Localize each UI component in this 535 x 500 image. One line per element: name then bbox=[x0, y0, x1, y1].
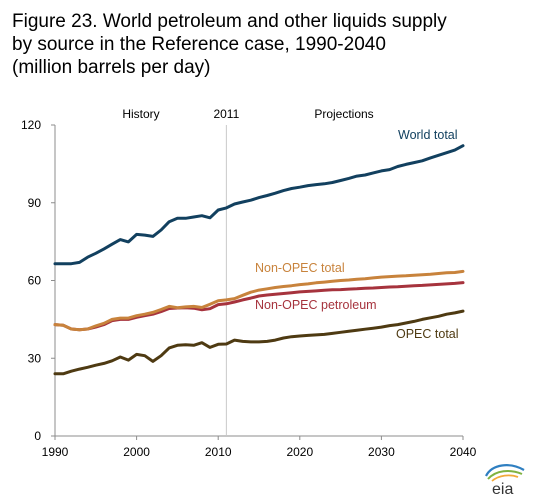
y-tick-label: 90 bbox=[28, 196, 42, 210]
x-tick-label: 2010 bbox=[205, 445, 232, 459]
history-projection-divider: 2011 History Projections bbox=[122, 107, 374, 436]
eia-logo-text: eia bbox=[492, 481, 513, 496]
y-tick-label: 60 bbox=[28, 274, 42, 288]
chart-title-line-1: Figure 23. World petroleum and other liq… bbox=[12, 11, 447, 32]
series-line-opec-total bbox=[53, 309, 465, 376]
x-tick-label: 2030 bbox=[368, 445, 395, 459]
y-tick-label: 30 bbox=[28, 351, 42, 365]
series-label-opec-total: OPEC total bbox=[396, 327, 459, 341]
series-line-world-total bbox=[53, 144, 465, 266]
x-tick-label: 2000 bbox=[123, 445, 150, 459]
chart-title-line-2: by source in the Reference case, 1990-20… bbox=[12, 34, 386, 55]
y-tick-label: 120 bbox=[21, 118, 41, 132]
series-label-non-opec-petroleum: Non-OPEC petroleum bbox=[255, 298, 377, 312]
x-tick-label: 2020 bbox=[286, 445, 313, 459]
series-labels: World total Non-OPEC total Non-OPEC petrol… bbox=[255, 128, 459, 341]
series-label-world-total: World total bbox=[398, 128, 458, 142]
projections-label: Projections bbox=[314, 107, 373, 121]
y-tick-label: 0 bbox=[34, 429, 41, 443]
axis-ticks: 0 30 60 90 120 1990 2000 2010 2020 2030 2040 bbox=[21, 118, 477, 459]
series-lines bbox=[53, 144, 465, 376]
divider-year-label: 2011 bbox=[213, 107, 239, 121]
chart-title-line-3: (million barrels per day) bbox=[12, 57, 211, 78]
eia-logo: eia bbox=[485, 464, 525, 496]
x-tick-label: 1990 bbox=[42, 445, 69, 459]
series-label-non-opec-total: Non-OPEC total bbox=[255, 261, 345, 275]
x-tick-label: 2040 bbox=[450, 445, 477, 459]
history-label: History bbox=[122, 107, 159, 121]
chart-title: Figure 23. World petroleum and other liq… bbox=[12, 10, 527, 79]
series-line-non-opec-total bbox=[53, 269, 465, 332]
axes bbox=[54, 125, 463, 437]
